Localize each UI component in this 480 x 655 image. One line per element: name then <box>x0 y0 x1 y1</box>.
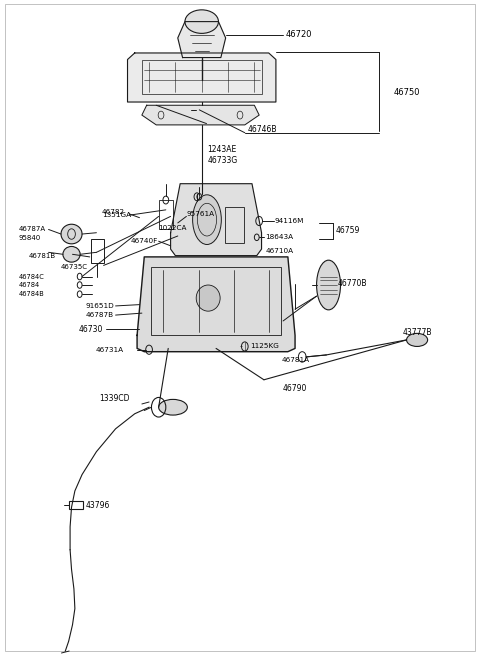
Ellipse shape <box>196 285 220 311</box>
Text: 1022CA: 1022CA <box>157 225 186 231</box>
Text: 95761A: 95761A <box>186 212 215 217</box>
Text: 46710A: 46710A <box>265 248 293 254</box>
Text: 46746B: 46746B <box>247 125 276 134</box>
Polygon shape <box>128 53 276 102</box>
Ellipse shape <box>317 260 340 310</box>
Text: 46787B: 46787B <box>86 312 114 318</box>
Text: 91651D: 91651D <box>86 303 115 309</box>
Text: 1243AE: 1243AE <box>207 145 237 154</box>
Text: 43777B: 43777B <box>403 328 432 337</box>
Bar <box>158 200 173 229</box>
Bar <box>91 238 104 263</box>
Polygon shape <box>137 257 295 352</box>
Polygon shape <box>170 183 262 255</box>
Ellipse shape <box>407 333 428 346</box>
Polygon shape <box>142 105 259 125</box>
Text: 46784: 46784 <box>19 282 40 288</box>
Ellipse shape <box>158 400 187 415</box>
Bar <box>142 60 262 94</box>
Bar <box>225 206 244 242</box>
Text: 1351GA: 1351GA <box>102 212 132 218</box>
Text: 46731A: 46731A <box>96 346 123 353</box>
Polygon shape <box>178 22 226 58</box>
Text: 95840: 95840 <box>19 235 41 241</box>
Text: 46787A: 46787A <box>19 227 46 233</box>
Ellipse shape <box>185 10 218 33</box>
Text: 18643A: 18643A <box>265 234 293 240</box>
Ellipse shape <box>63 246 80 262</box>
Text: 46784C: 46784C <box>19 274 45 280</box>
Text: 46720: 46720 <box>286 30 312 39</box>
Text: 46770B: 46770B <box>337 279 367 288</box>
Text: 46784B: 46784B <box>19 291 45 297</box>
Ellipse shape <box>192 195 221 244</box>
Text: 46730: 46730 <box>79 325 103 334</box>
Text: 46740F: 46740F <box>131 238 158 244</box>
Text: 94116M: 94116M <box>275 218 304 224</box>
Text: 46781B: 46781B <box>28 253 56 259</box>
Text: 46781A: 46781A <box>282 357 310 363</box>
Text: 46735C: 46735C <box>60 265 87 271</box>
Ellipse shape <box>61 224 82 244</box>
Text: 1125KG: 1125KG <box>251 343 279 350</box>
Text: 43796: 43796 <box>86 501 110 510</box>
Text: 46750: 46750 <box>393 88 420 97</box>
Text: 1339CD: 1339CD <box>99 394 129 403</box>
Bar <box>69 501 83 509</box>
Text: 46782: 46782 <box>101 210 124 215</box>
Text: 46790: 46790 <box>283 384 308 393</box>
Text: 46733G: 46733G <box>207 156 238 164</box>
Bar <box>152 267 281 335</box>
Text: 46759: 46759 <box>336 226 360 235</box>
